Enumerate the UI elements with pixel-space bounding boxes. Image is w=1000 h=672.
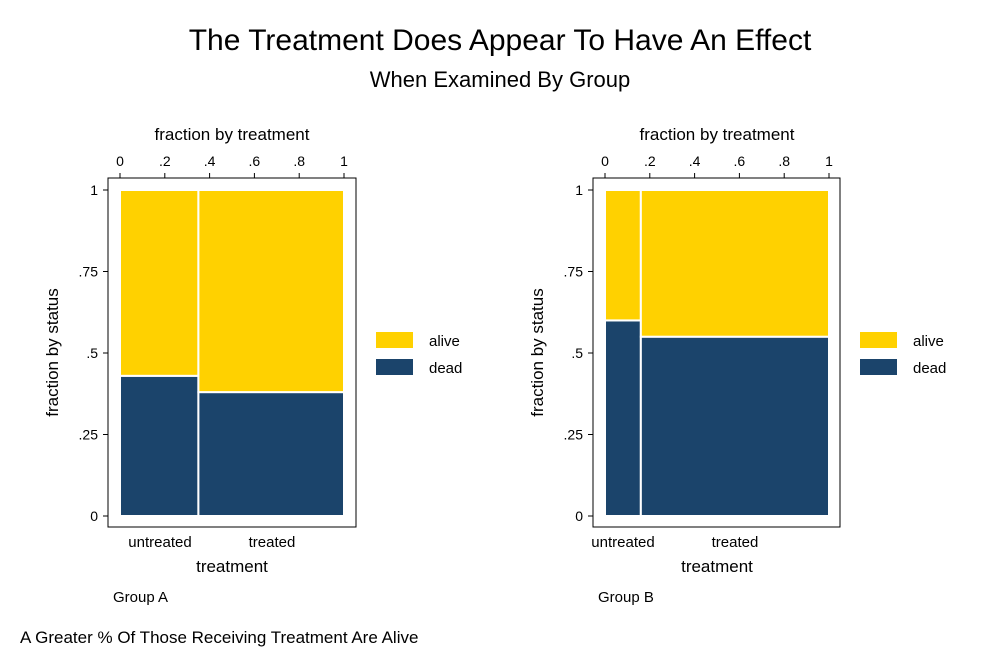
chart-subtitle: When Examined By Group (370, 67, 630, 92)
y-axis-tick-label: 0 (575, 508, 583, 524)
y-axis-tick-label: .25 (564, 427, 584, 443)
y-axis-tick-label: .75 (564, 264, 584, 280)
legend: alive dead (376, 332, 462, 377)
category-label-untreated: untreated (128, 534, 191, 551)
top-axis-tick-label: .4 (204, 153, 216, 169)
y-axis-tick-label: 1 (575, 182, 583, 198)
x-axis-label: treatment (681, 557, 753, 576)
category-label-treated: treated (712, 534, 759, 551)
y-axis-tick-label: .25 (79, 427, 99, 443)
tile-treated-alive (197, 189, 345, 394)
panel-caption: Group A (113, 589, 168, 606)
tile-treated-alive (639, 189, 831, 338)
category-label-treated: treated (249, 534, 296, 551)
legend-swatch-dead (860, 359, 897, 375)
legend-swatch-alive (376, 332, 413, 348)
panels: 0 .2 .4 .6 .8 1 fraction by treatment 0 .25 .5 .75… (43, 125, 946, 606)
y-axis-tick-label: 1 (90, 182, 98, 198)
figure-note: A Greater % Of Those Receiving Treatment… (20, 628, 418, 647)
chart-title: The Treatment Does Appear To Have An Eff… (189, 24, 812, 57)
mosaic-panel-group-a: 0 .2 .4 .6 .8 1 fraction by treatment 0 .25 .5 .75… (43, 125, 462, 606)
legend-swatch-alive (860, 332, 897, 348)
top-axis-label: fraction by treatment (640, 125, 795, 144)
y-axis-tick-label: .5 (571, 345, 583, 361)
legend-label-alive: alive (913, 333, 944, 350)
top-axis-tick-label: 1 (340, 153, 348, 169)
legend-label-dead: dead (429, 360, 462, 377)
y-axis-label: fraction by status (43, 288, 62, 417)
mosaic-panel-group-b: 0 .2 .4 .6 .8 1 fraction by treatment 0 .25 .5 .75… (528, 125, 946, 606)
tile-untreated-alive (604, 189, 642, 322)
tile-untreated-dead (119, 374, 200, 517)
legend: alive dead (860, 332, 946, 377)
top-axis-tick-label: .8 (293, 153, 305, 169)
top-axis-tick-label: .2 (644, 153, 656, 169)
top-axis-tick-label: 1 (825, 153, 833, 169)
legend-swatch-dead (376, 359, 413, 375)
top-axis-tick-label: 0 (601, 153, 609, 169)
top-axis-tick-label: .6 (734, 153, 746, 169)
y-axis-tick-label: .5 (86, 345, 98, 361)
y-axis-tick-label: .75 (79, 264, 99, 280)
legend-label-alive: alive (429, 333, 460, 350)
y-axis-label: fraction by status (528, 288, 547, 417)
legend-label-dead: dead (913, 360, 946, 377)
x-axis-label: treatment (196, 557, 268, 576)
category-label-untreated: untreated (591, 534, 654, 551)
tile-untreated-dead (604, 319, 642, 517)
panel-caption: Group B (598, 589, 654, 606)
tile-treated-dead (197, 391, 345, 517)
y-axis-tick-label: 0 (90, 508, 98, 524)
top-axis-tick-label: .6 (249, 153, 261, 169)
top-axis-tick-label: .2 (159, 153, 171, 169)
top-axis-tick-label: .4 (689, 153, 701, 169)
tile-treated-dead (639, 335, 831, 518)
top-axis-label: fraction by treatment (155, 125, 310, 144)
top-axis-tick-label: .8 (778, 153, 790, 169)
tile-untreated-alive (119, 189, 200, 377)
top-axis-tick-label: 0 (116, 153, 124, 169)
